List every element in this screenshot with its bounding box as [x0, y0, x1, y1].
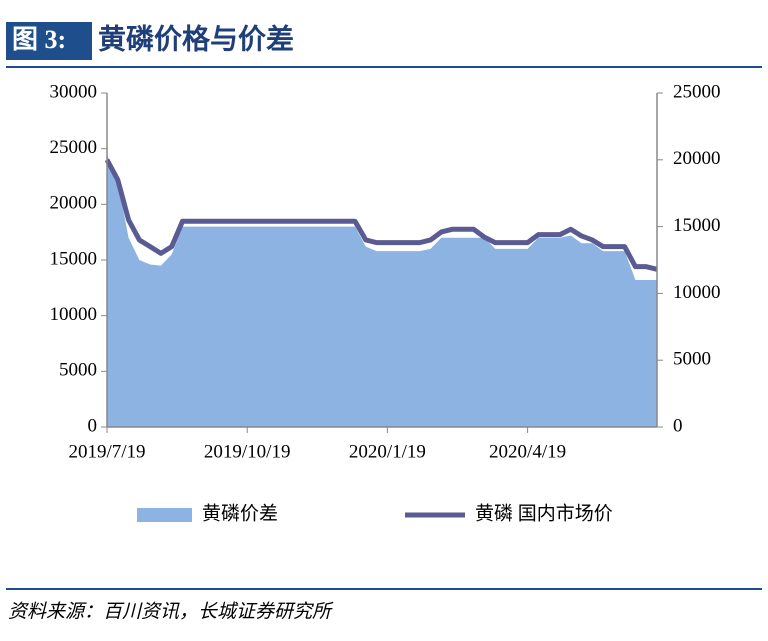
chart-title: 黄磷价格与价差 — [98, 22, 294, 55]
source-note: 资料来源：百川资讯，长城证券研究所 — [8, 600, 334, 622]
y2-tick-label: 5000 — [673, 349, 711, 370]
y-tick-label: 20000 — [50, 193, 98, 214]
y-tick-label: 15000 — [50, 248, 98, 269]
x-tick-label: 2020/4/19 — [489, 441, 566, 462]
y2-tick-label: 10000 — [673, 282, 721, 303]
legend-label: 黄磷 国内市场价 — [475, 502, 613, 524]
y-tick-label: 25000 — [50, 137, 98, 158]
x-tick-label: 2019/10/19 — [204, 441, 291, 462]
header-box — [6, 22, 92, 60]
x-tick-label: 2020/1/19 — [349, 441, 426, 462]
plot: 0 5000 10000 15000 20000 25000 30000 0 5000 10000… — [50, 81, 721, 524]
y-tick-label: 10000 — [50, 304, 98, 325]
y-tick-label: 5000 — [59, 360, 97, 381]
x-tick-label: 2019/7/19 — [68, 441, 145, 462]
legend-label: 黄磷价差 — [202, 502, 278, 524]
y2-tick-label: 15000 — [673, 215, 721, 236]
y2-tick-label: 0 — [673, 415, 683, 436]
y-tick-label: 30000 — [50, 81, 98, 102]
legend-swatch — [137, 508, 192, 522]
y2-tick-label: 25000 — [673, 81, 721, 102]
line — [104, 158, 658, 272]
area — [107, 154, 657, 427]
y2-tick-label: 20000 — [673, 148, 721, 169]
header-label: 图 3: — [12, 25, 66, 54]
y-tick-label: 0 — [88, 415, 98, 436]
